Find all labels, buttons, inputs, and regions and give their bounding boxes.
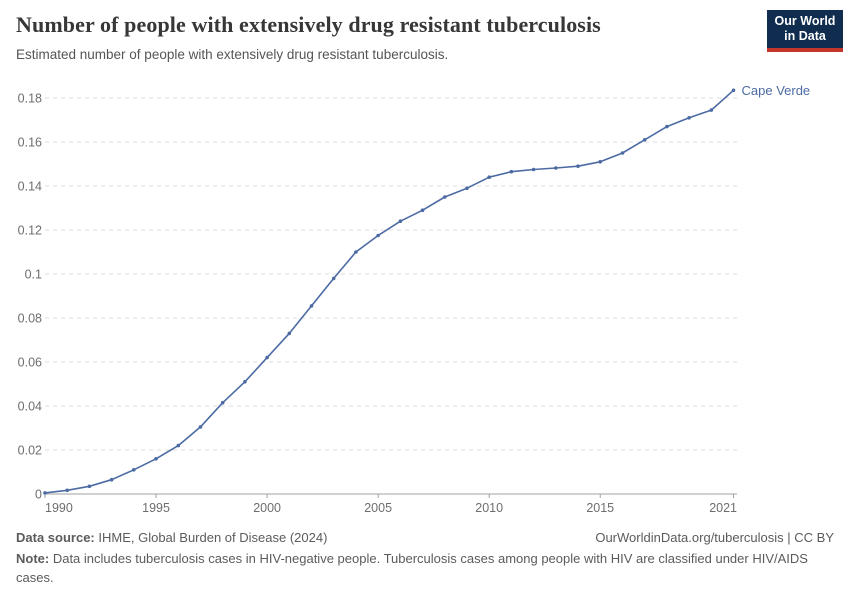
data-point[interactable] — [620, 151, 625, 155]
data-point[interactable] — [709, 108, 714, 112]
x-tick-label: 2015 — [586, 501, 614, 515]
data-point[interactable] — [598, 160, 602, 164]
data-point[interactable] — [487, 175, 492, 179]
trend-line[interactable] — [44, 89, 735, 494]
data-point[interactable] — [576, 164, 580, 168]
data-point[interactable] — [331, 276, 336, 281]
data-point[interactable] — [198, 425, 203, 429]
credit-link[interactable]: OurWorldinData.org/tuberculosis | CC BY — [595, 530, 834, 545]
data-point[interactable] — [398, 219, 403, 223]
chart-note: Note: Data includes tuberculosis cases i… — [16, 550, 834, 587]
y-tick-label: 0.16 — [18, 136, 42, 150]
data-point[interactable] — [354, 250, 358, 254]
y-tick-label: 0.18 — [18, 92, 42, 106]
data-point[interactable] — [531, 167, 536, 172]
y-tick-label: 0.12 — [18, 224, 42, 238]
data-point[interactable] — [287, 331, 292, 336]
data-point[interactable] — [465, 186, 469, 190]
owid-logo-line1: Our World — [774, 14, 836, 28]
data-point[interactable] — [443, 195, 447, 199]
x-tick-label: 2000 — [253, 501, 281, 515]
page-title: Number of people with extensively drug r… — [16, 12, 601, 37]
chart-subtitle: Estimated number of people with extensiv… — [16, 47, 449, 62]
data-point[interactable] — [509, 169, 514, 174]
data-point[interactable] — [109, 477, 114, 482]
data-point[interactable] — [43, 491, 47, 495]
y-tick-label: 0.14 — [18, 180, 42, 194]
chart-footer: Data source: IHME, Global Burden of Dise… — [16, 529, 834, 587]
data-point[interactable] — [687, 116, 691, 120]
owid-logo-line2: in Data — [784, 29, 826, 43]
y-tick-label: 0.04 — [18, 400, 42, 414]
y-tick-label: 0.08 — [18, 312, 42, 326]
y-tick-label: 0.06 — [18, 356, 42, 370]
x-tick-label: 2005 — [364, 501, 392, 515]
data-point[interactable] — [65, 488, 69, 493]
data-point[interactable] — [265, 355, 269, 360]
data-point[interactable] — [176, 443, 181, 448]
data-point[interactable] — [731, 88, 736, 93]
y-tick-label: 0 — [35, 488, 42, 502]
x-tick-label: 1990 — [45, 501, 73, 515]
data-point[interactable] — [554, 166, 558, 170]
chart-canvas[interactable]: 0 0.02 0.04 0.06 0.08 0.1 0.12 0.14 0.16 0.18 1990… — [0, 70, 850, 520]
data-point[interactable] — [243, 380, 247, 384]
data-source: Data source: IHME, Global Burden of Dise… — [16, 529, 327, 547]
data-source-text: IHME, Global Burden of Disease (2024) — [94, 530, 328, 545]
note-label: Note: — [16, 551, 50, 567]
data-point[interactable] — [665, 124, 669, 129]
data-source-label: Data source: — [16, 530, 95, 545]
data-point[interactable] — [132, 468, 136, 472]
data-point[interactable] — [154, 457, 158, 461]
y-tick-label: 0.1 — [25, 268, 42, 282]
data-point[interactable] — [87, 484, 92, 489]
note-text: Data includes tuberculosis cases in HIV-… — [16, 551, 808, 585]
x-tick-label: 2010 — [475, 501, 503, 515]
data-point[interactable] — [420, 208, 425, 212]
y-tick-label: 0.02 — [18, 444, 42, 458]
x-tick-label: 1995 — [142, 501, 170, 515]
entity-label[interactable]: Cape Verde — [742, 83, 811, 98]
data-point[interactable] — [376, 233, 380, 238]
owid-logo[interactable]: Our World in Data — [767, 10, 843, 52]
x-tick-label: 2021 — [709, 501, 737, 515]
data-point[interactable] — [220, 400, 225, 405]
data-point[interactable] — [309, 304, 314, 308]
data-point[interactable] — [642, 138, 647, 142]
